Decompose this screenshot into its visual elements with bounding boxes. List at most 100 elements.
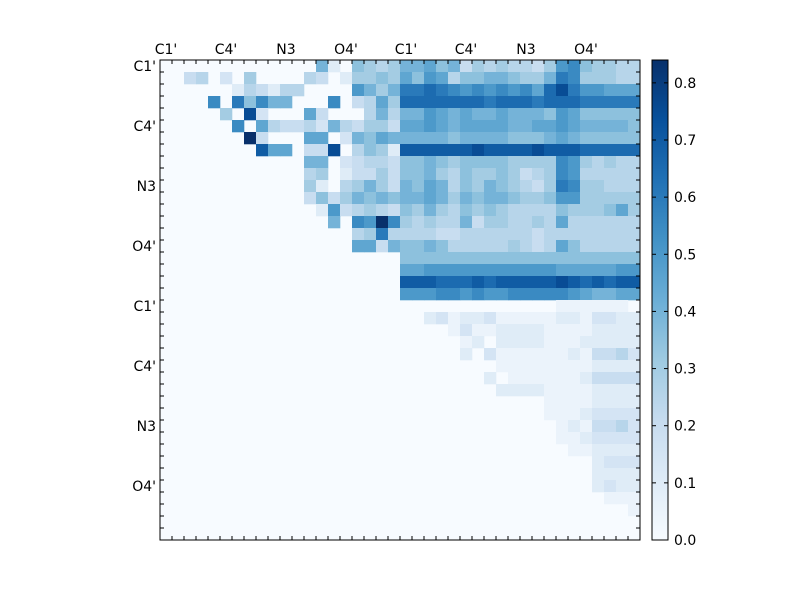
heatmap-cell <box>580 168 593 181</box>
heatmap-cell <box>472 192 485 205</box>
heatmap-cell <box>484 60 497 73</box>
heatmap-cell <box>412 168 425 181</box>
heatmap-cell <box>436 216 449 229</box>
heatmap-cell <box>616 312 629 325</box>
heatmap-cell <box>592 384 605 397</box>
heatmap-cell <box>568 204 581 217</box>
heatmap-cell <box>424 288 437 301</box>
heatmap-cell <box>556 276 569 289</box>
heatmap-cell <box>544 312 557 325</box>
heatmap-cell <box>580 204 593 217</box>
heatmap-cell <box>520 120 533 133</box>
heatmap-cell <box>532 360 545 373</box>
heatmap-cell <box>448 156 461 169</box>
heatmap-cell <box>556 420 569 433</box>
heatmap-cell <box>472 84 485 97</box>
heatmap-cell <box>508 264 521 277</box>
heatmap-cell <box>424 264 437 277</box>
heatmap-cell <box>628 444 641 457</box>
heatmap-cell <box>496 168 509 181</box>
heatmap-cell <box>412 72 425 85</box>
heatmap-cell <box>388 240 401 253</box>
heatmap-cell <box>484 180 497 193</box>
heatmap-cell <box>436 132 449 145</box>
heatmap-cell <box>580 84 593 97</box>
heatmap-cell <box>556 216 569 229</box>
heatmap-cell <box>592 180 605 193</box>
heatmap-cell <box>604 84 617 97</box>
heatmap-cell <box>532 240 545 253</box>
heatmap-cell <box>436 252 449 265</box>
heatmap-cell <box>520 72 533 85</box>
heatmap-cell <box>568 276 581 289</box>
heatmap-cell <box>424 252 437 265</box>
heatmap-cell <box>508 72 521 85</box>
heatmap-cell <box>556 108 569 121</box>
heatmap-cell <box>580 432 593 445</box>
heatmap-cell <box>568 300 581 313</box>
heatmap-cell <box>496 204 509 217</box>
heatmap-cell <box>460 96 473 109</box>
heatmap-cell <box>424 240 437 253</box>
heatmap-cell <box>472 108 485 121</box>
heatmap-cell <box>580 384 593 397</box>
heatmap-cell <box>376 84 389 97</box>
heatmap-cell <box>460 180 473 193</box>
heatmap-cell <box>520 204 533 217</box>
heatmap-cell <box>244 84 257 97</box>
y-tick-label: N3 <box>137 179 156 195</box>
heatmap-cell <box>388 180 401 193</box>
heatmap-cell <box>580 120 593 133</box>
heatmap-cell <box>460 168 473 181</box>
heatmap-cell <box>424 72 437 85</box>
heatmap-cell <box>604 360 617 373</box>
heatmap-cell <box>304 156 317 169</box>
heatmap-cell <box>352 216 365 229</box>
heatmap-cell <box>232 96 245 109</box>
heatmap-cell <box>580 228 593 241</box>
heatmap-cell <box>424 144 437 157</box>
heatmap-cell <box>556 408 569 421</box>
heatmap-cell <box>376 216 389 229</box>
heatmap-cell <box>616 192 629 205</box>
heatmap-cell <box>568 252 581 265</box>
colorbar-tick-label: 0.5 <box>674 247 696 263</box>
heatmap-cell <box>472 120 485 133</box>
heatmap-cell <box>508 96 521 109</box>
heatmap-cell <box>628 204 641 217</box>
heatmap-cell <box>460 156 473 169</box>
heatmap-cell <box>436 156 449 169</box>
heatmap-cell <box>460 324 473 337</box>
heatmap-cell <box>292 120 305 133</box>
heatmap-cell <box>568 288 581 301</box>
heatmap-cell <box>532 72 545 85</box>
heatmap-cell <box>496 144 509 157</box>
colorbar-tick-label: 0.6 <box>674 190 696 206</box>
heatmap-cell <box>460 204 473 217</box>
heatmap-cell <box>220 72 233 85</box>
heatmap-cell <box>304 180 317 193</box>
heatmap-cell <box>508 84 521 97</box>
heatmap-cell <box>400 72 413 85</box>
heatmap-cell <box>496 108 509 121</box>
heatmap-cell <box>460 252 473 265</box>
heatmap-cell <box>364 72 377 85</box>
heatmap-cell <box>592 72 605 85</box>
heatmap-cell <box>628 156 641 169</box>
heatmap-cell <box>604 72 617 85</box>
heatmap-cell <box>520 264 533 277</box>
heatmap-cell <box>412 216 425 229</box>
heatmap-cell <box>544 120 557 133</box>
heatmap-cell <box>592 480 605 493</box>
heatmap-cell <box>628 324 641 337</box>
heatmap-cell <box>592 240 605 253</box>
heatmap-cell <box>604 444 617 457</box>
heatmap-cell <box>352 120 365 133</box>
heatmap-cell <box>496 156 509 169</box>
heatmap-cell <box>628 372 641 385</box>
heatmap-cell <box>532 180 545 193</box>
heatmap-cell <box>544 336 557 349</box>
heatmap-cell <box>328 204 341 217</box>
heatmap-cell <box>460 108 473 121</box>
heatmap-cell <box>616 492 629 505</box>
